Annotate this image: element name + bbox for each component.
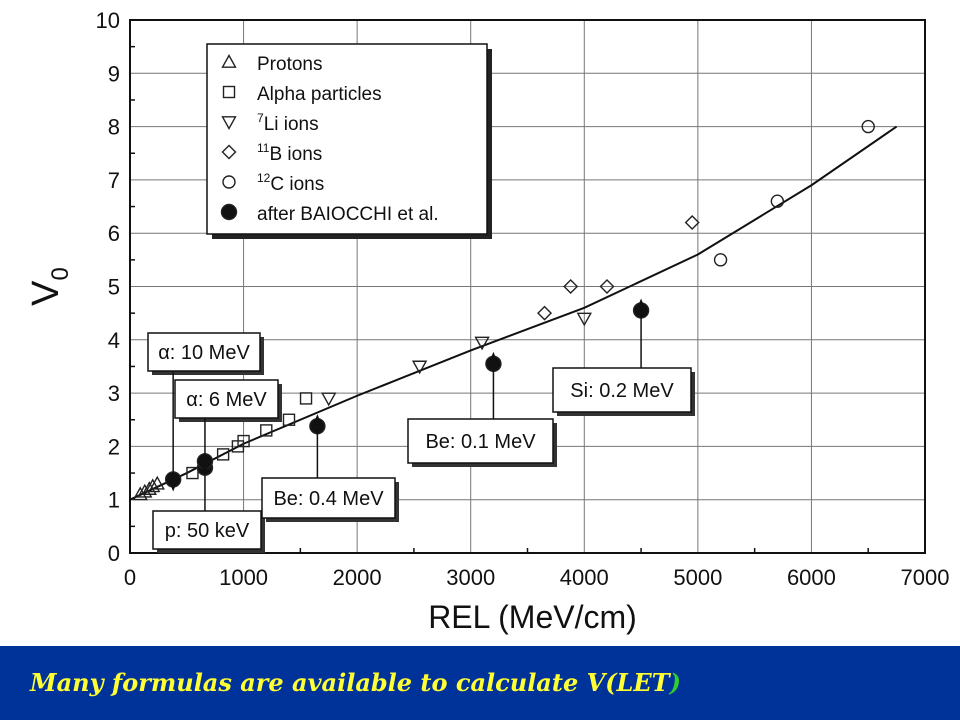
data-point <box>861 119 875 134</box>
annotation-arrowhead <box>637 298 646 309</box>
annotation-5: Si: 0.2 MeV <box>552 298 695 416</box>
legend-label-text: C ions <box>270 174 324 195</box>
x-tick-label: 1000 <box>219 565 268 590</box>
legend-label-superscript: 11 <box>257 141 270 155</box>
data-point <box>237 434 250 448</box>
annotation-arrowhead <box>200 455 209 466</box>
series-1 <box>186 392 313 480</box>
annotation-2: p: 50 keV <box>152 455 265 553</box>
annotation-arrowhead <box>313 414 322 425</box>
annotation-3: Be: 0.4 MeV <box>261 414 399 522</box>
annotation-label: Be: 0.4 MeV <box>273 488 384 510</box>
legend-marker <box>221 144 237 160</box>
y-tick-label: 6 <box>108 221 120 246</box>
annotation-4: Be: 0.1 MeV <box>407 351 557 467</box>
annotation-box <box>552 367 692 413</box>
annotation-label: Be: 0.1 MeV <box>425 431 536 453</box>
x-tick-label: 2000 <box>333 565 382 590</box>
annotation-box <box>261 477 396 519</box>
y-axis-label-text: V0 <box>25 267 74 306</box>
legend-marker <box>222 175 236 189</box>
legend-label: 12C ions <box>257 171 324 195</box>
x-tick-label: 6000 <box>787 565 836 590</box>
legend-label: after BAIOCCHI et al. <box>257 204 439 225</box>
legend-marker <box>222 85 236 99</box>
legend: Protons Alpha particles 7Li ions 11B ions 12… <box>206 43 488 235</box>
data-point <box>599 279 615 294</box>
data-point <box>537 305 553 321</box>
y-tick-label: 3 <box>108 381 120 406</box>
series-3 <box>537 215 700 321</box>
y-tick-label: 4 <box>108 328 120 353</box>
data-point <box>282 413 296 426</box>
legend-marker <box>221 54 237 68</box>
caption-closing-paren: ) <box>669 668 681 697</box>
caption-text: Many formulas are available to calculate… <box>30 668 681 697</box>
legend-box <box>206 43 488 235</box>
y-axis-label: V0 <box>25 267 74 306</box>
series-0 <box>132 475 165 501</box>
annotation-label: α: 6 MeV <box>186 389 267 411</box>
legend-label: Protons <box>257 54 322 75</box>
data-point <box>216 448 230 461</box>
y-tick-label: 5 <box>108 275 120 300</box>
data-point <box>576 312 592 327</box>
legend-label-superscript: 12 <box>257 171 271 185</box>
legend-label-superscript: 7 <box>257 111 264 125</box>
annotation-0: α: 10 MeV <box>147 332 264 492</box>
data-point <box>321 392 337 407</box>
data-point <box>299 392 313 405</box>
data-point <box>149 475 165 490</box>
x-tick-label: 5000 <box>673 565 722 590</box>
legend-label-text: B ions <box>269 144 322 165</box>
data-point <box>145 478 161 493</box>
data-point <box>563 279 579 294</box>
data-point <box>186 466 199 480</box>
legend-marker <box>220 203 238 221</box>
annotation-label: Si: 0.2 MeV <box>570 380 674 402</box>
caption-bar: Many formulas are available to calculate… <box>0 646 960 720</box>
y-tick-label: 8 <box>108 115 120 140</box>
legend-marker <box>221 116 237 130</box>
y-tick-label: 1 <box>108 488 120 513</box>
annotation-box <box>152 510 262 550</box>
annotation-arrowhead <box>169 481 178 492</box>
y-tick-label: 2 <box>108 434 120 459</box>
y-tick-label: 10 <box>96 8 120 33</box>
data-point <box>411 360 428 375</box>
annotation-box <box>174 379 279 419</box>
legend-label: 11B ions <box>257 141 322 165</box>
x-tick-label: 0 <box>124 565 136 590</box>
data-point <box>260 424 273 437</box>
y-axis-label-subscript: 0 <box>47 267 74 280</box>
chart-canvas: 0 1000 2000 3000 4000 5000 6000 700001234567891… <box>25 8 950 635</box>
legend-label-text: Li ions <box>264 114 319 135</box>
x-tick-label: 7000 <box>901 565 950 590</box>
series-2 <box>321 312 592 407</box>
annotation-box <box>407 418 554 464</box>
legend-label: Alpha particles <box>257 84 382 105</box>
data-point <box>684 215 700 231</box>
series-4 <box>713 119 875 267</box>
data-point <box>474 336 490 351</box>
annotation-arrowhead <box>489 351 498 362</box>
y-tick-label: 7 <box>108 168 120 193</box>
legend-label: 7Li ions <box>257 111 319 135</box>
annotation-box <box>147 332 261 372</box>
y-tick-label: 0 <box>108 541 120 566</box>
data-point <box>713 253 728 267</box>
data-point <box>770 194 785 208</box>
annotation-label: α: 10 MeV <box>158 342 250 364</box>
x-tick-label: 4000 <box>560 565 609 590</box>
y-tick-label: 9 <box>108 61 120 86</box>
caption-main: Many formulas are available to calculate… <box>30 668 670 697</box>
x-axis-label: REL (MeV/cm) <box>428 599 637 635</box>
x-tick-label: 3000 <box>446 565 495 590</box>
annotation-label: p: 50 keV <box>165 520 250 542</box>
